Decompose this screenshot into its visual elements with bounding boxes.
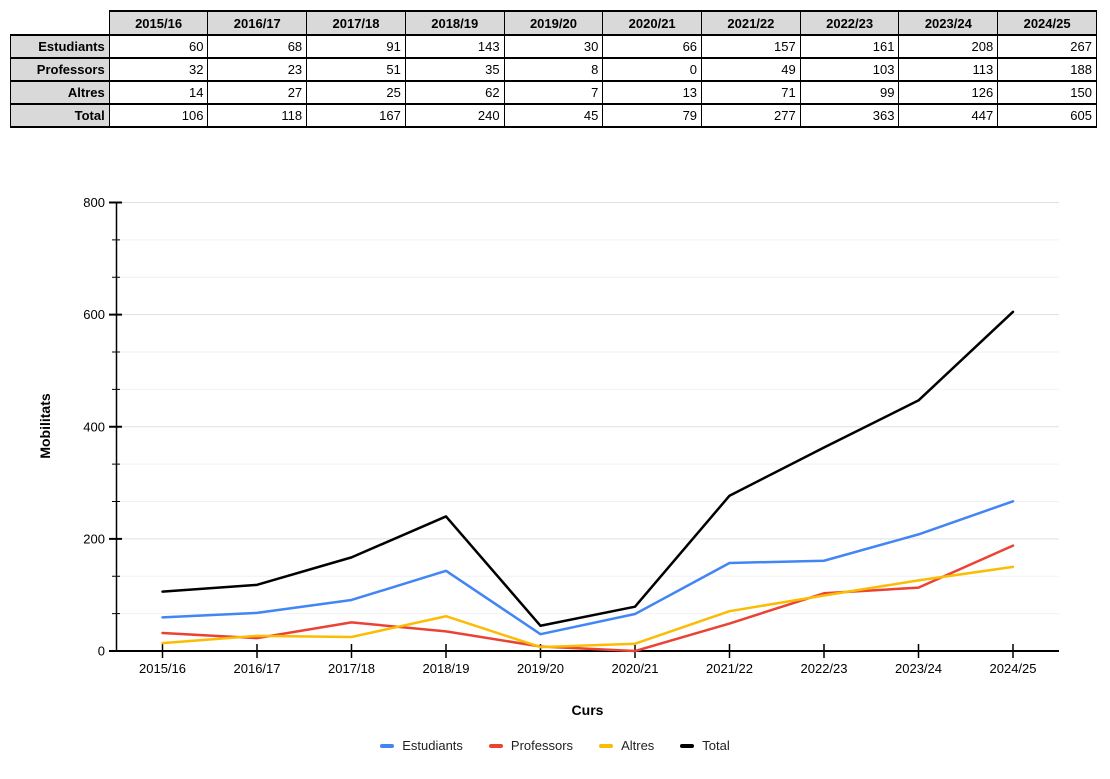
value-cell: 68 [207,34,308,59]
value-cell: 30 [503,34,604,59]
value-cell: 49 [701,57,801,82]
x-axis-title: Curs [571,702,604,718]
year-header: 2015/16 [108,10,209,36]
legend-label: Altres [621,738,655,753]
value-cell: 113 [898,57,999,82]
svg-text:2016/17: 2016/17 [234,661,281,676]
value-cell: 277 [701,103,801,128]
legend-swatch-estudiants [380,743,395,748]
year-header: 2022/23 [799,10,900,36]
table-body: Estudiants 60 68 91 143 30 66 157 161 208 267 Profe… [10,34,1097,128]
table-header-row: 2015/16 2016/17 2017/18 2018/19 2019/20 2020/… [11,10,1097,36]
legend-swatch-professors [488,743,503,748]
value-cell: 267 [997,34,1097,59]
value-cell: 605 [997,103,1097,128]
legend-label: Professors [510,738,574,753]
year-header: 2017/18 [306,10,406,36]
row-label: Professors [10,57,110,82]
svg-text:400: 400 [83,419,105,434]
value-cell: 79 [602,103,703,128]
value-cell: 91 [306,34,406,59]
value-cell: 27 [207,80,308,105]
series-line-altres [161,565,1015,649]
table-row: Estudiants 60 68 91 143 30 66 157 161 208 267 [10,34,1097,59]
value-cell: 25 [306,80,406,105]
legend-swatch-total [680,743,695,748]
year-header: 2021/22 [701,10,801,36]
svg-text:0: 0 [98,644,105,659]
series-line-estudiants [161,500,1015,636]
legend-item-professors: Professors [488,738,574,753]
value-cell: 66 [602,34,703,59]
legend-item-total: Total [680,738,730,753]
svg-text:2021/22: 2021/22 [706,661,753,676]
row-label: Total [10,103,110,128]
value-cell: 126 [898,80,999,105]
value-cell: 60 [108,34,209,59]
value-cell: 23 [207,57,308,82]
value-cell: 188 [997,57,1097,82]
legend-label: Estudiants [402,738,463,753]
svg-text:2018/19: 2018/19 [423,661,470,676]
value-cell: 0 [602,57,703,82]
row-label: Estudiants [10,34,110,59]
value-cell: 118 [207,103,308,128]
year-header: 2018/19 [404,10,505,36]
year-header: 2023/24 [898,10,999,36]
value-cell: 167 [306,103,406,128]
value-cell: 106 [108,103,209,128]
row-label: Altres [10,80,110,105]
value-cell: 7 [503,80,604,105]
minor-gridlines [116,239,1059,615]
legend-item-estudiants: Estudiants [380,738,463,753]
y-axis-title: Mobilitats [37,393,53,459]
value-cell: 150 [997,80,1097,105]
value-cell: 103 [799,57,900,82]
svg-text:2023/24: 2023/24 [895,661,942,676]
table-header: 2015/16 2016/17 2017/18 2018/19 2019/20 2020/… [11,10,1097,36]
value-cell: 240 [404,103,505,128]
svg-text:2017/18: 2017/18 [328,661,375,676]
table-row: Altres 14 27 25 62 7 13 71 99 126 150 [10,80,1097,105]
value-cell: 35 [404,57,505,82]
value-cell: 363 [799,103,900,128]
y-tick-labels: 0 200 400 600 800 [83,195,105,659]
svg-text:800: 800 [83,195,105,210]
value-cell: 208 [898,34,999,59]
legend-label: Total [702,738,730,753]
chart-legend: Estudiants Professors Altres Total [0,738,1110,753]
value-cell: 161 [799,34,900,59]
legend-item-altres: Altres [599,738,654,753]
series-lines [161,310,1015,653]
value-cell: 45 [503,103,604,128]
year-header: 2019/20 [503,10,604,36]
value-cell: 32 [108,57,209,82]
value-cell: 62 [404,80,505,105]
value-cell: 13 [602,80,703,105]
major-gridlines [116,202,1059,540]
value-cell: 51 [306,57,406,82]
svg-text:2022/23: 2022/23 [801,661,848,676]
series-line-total [161,310,1015,628]
svg-text:2015/16: 2015/16 [139,661,186,676]
svg-text:2024/25: 2024/25 [990,661,1037,676]
year-header: 2020/21 [602,10,703,36]
value-cell: 14 [108,80,209,105]
table-row: Professors 32 23 51 35 8 0 49 103 113 188 [10,57,1097,82]
svg-text:600: 600 [83,307,105,322]
svg-text:2019/20: 2019/20 [517,661,564,676]
svg-text:2020/21: 2020/21 [612,661,659,676]
value-cell: 447 [898,103,999,128]
mobility-data-table: 2015/16 2016/17 2017/18 2018/19 2019/20 2020/… [10,10,1097,128]
value-cell: 143 [404,34,505,59]
year-header: 2024/25 [997,10,1097,36]
x-tick-labels: 2015/16 2016/17 2017/18 2018/19 2019/20 2020/… [139,661,1037,676]
table-row: Total 106 118 167 240 45 79 277 363 447 605 [10,103,1097,128]
legend-swatch-altres [599,743,614,748]
value-cell: 157 [701,34,801,59]
series-line-professors [161,544,1015,653]
svg-text:200: 200 [83,531,105,546]
